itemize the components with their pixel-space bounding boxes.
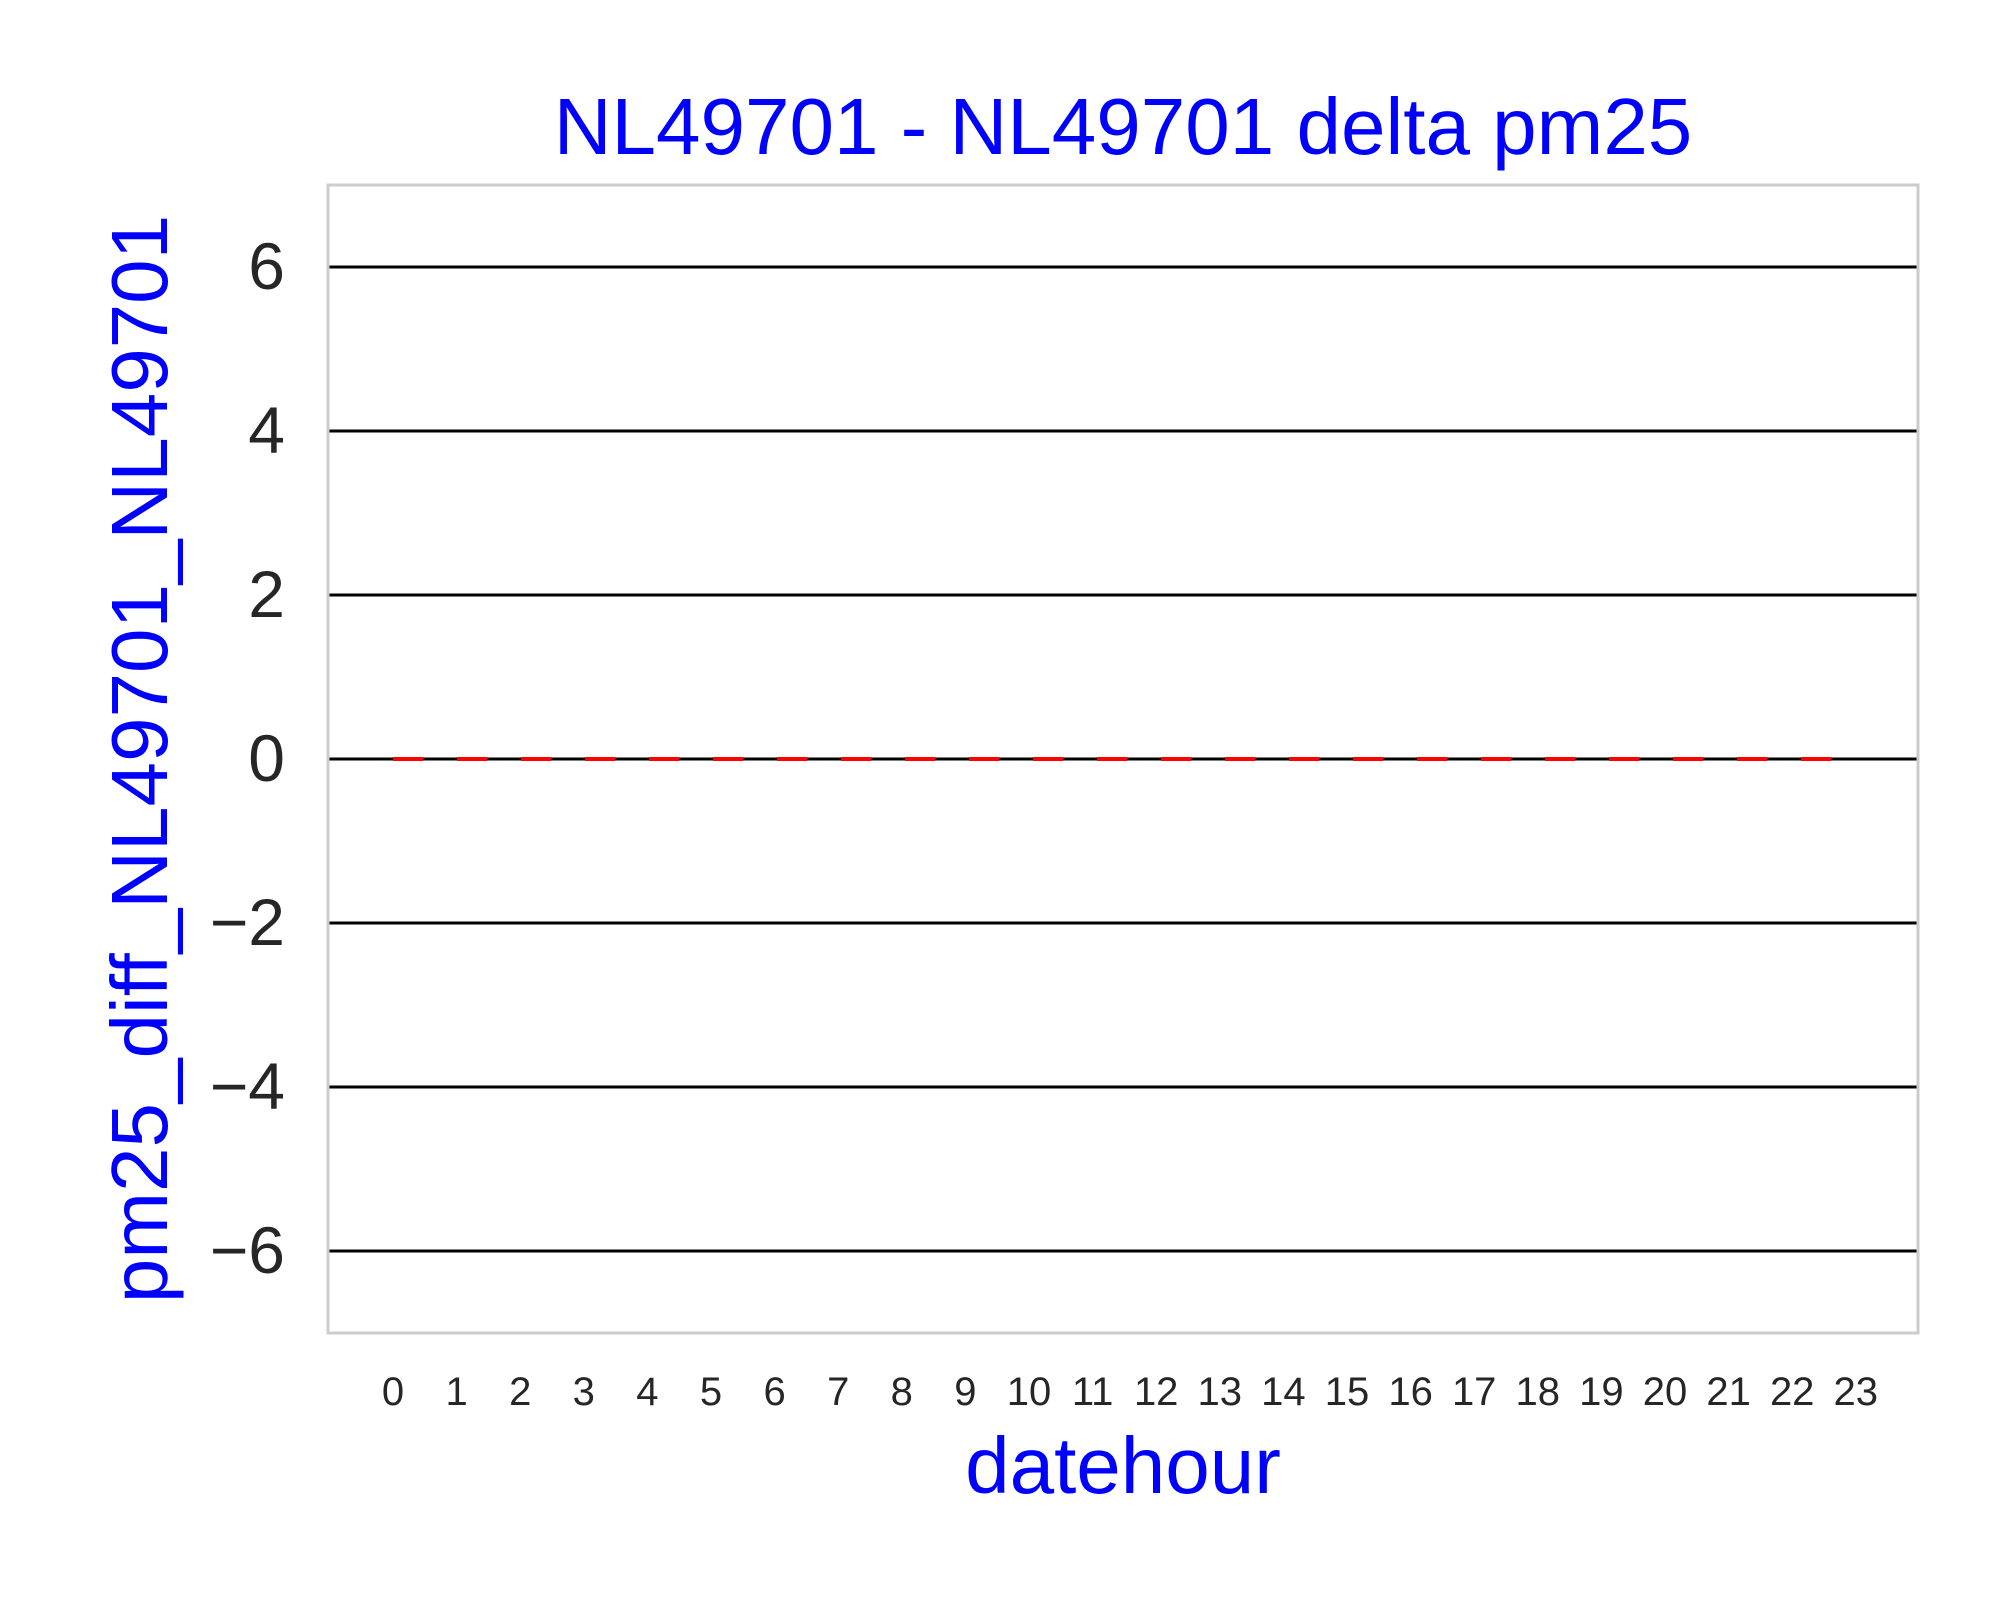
x-tick-label: 0 (382, 1370, 404, 1414)
x-tick-label: 10 (1007, 1370, 1052, 1414)
x-tick-label: 18 (1516, 1370, 1561, 1414)
x-tick-labels: 0 1 2 3 4 5 6 7 8 9 10 11 12 13 14 15 16 17 18 19 20 21 22 23 (382, 1370, 1878, 1414)
x-tick-label: 14 (1261, 1370, 1306, 1414)
x-tick-label: 8 (891, 1370, 913, 1414)
x-tick-label: 11 (1072, 1370, 1114, 1414)
x-tick-label: 21 (1706, 1370, 1751, 1414)
y-tick-labels: 6 4 2 0 −2 −4 −6 (210, 229, 285, 1287)
y-tick-label: −4 (210, 1049, 285, 1123)
y-tick-label: −2 (210, 885, 285, 959)
x-tick-label: 1 (445, 1370, 467, 1414)
x-tick-label: 3 (573, 1370, 595, 1414)
x-tick-label: 5 (700, 1370, 722, 1414)
x-tick-label: 4 (636, 1370, 658, 1414)
x-tick-label: 9 (954, 1370, 976, 1414)
x-tick-label: 2 (509, 1370, 531, 1414)
y-axis-label: pm25_diff_NL49701_NL49701 (95, 215, 184, 1303)
y-tick-label: 4 (248, 393, 285, 467)
y-tick-label: −6 (210, 1213, 285, 1287)
x-axis-label: datehour (965, 1421, 1281, 1510)
plot-frame (326, 183, 1920, 1335)
y-tick-label: 6 (248, 229, 285, 303)
x-tick-label: 17 (1452, 1370, 1497, 1414)
x-tick-label: 19 (1579, 1370, 1624, 1414)
x-tick-label: 12 (1134, 1370, 1179, 1414)
x-tick-label: 23 (1834, 1370, 1879, 1414)
x-tick-label: 6 (763, 1370, 785, 1414)
x-tick-label: 15 (1325, 1370, 1370, 1414)
x-tick-label: 20 (1643, 1370, 1688, 1414)
chart-title: NL49701 - NL49701 delta pm25 (554, 82, 1693, 171)
y-tick-label: 2 (248, 557, 285, 631)
x-tick-label: 16 (1388, 1370, 1433, 1414)
x-tick-label: 22 (1770, 1370, 1815, 1414)
x-tick-label: 13 (1198, 1370, 1243, 1414)
y-tick-label: 0 (248, 721, 285, 795)
x-tick-label: 7 (827, 1370, 849, 1414)
